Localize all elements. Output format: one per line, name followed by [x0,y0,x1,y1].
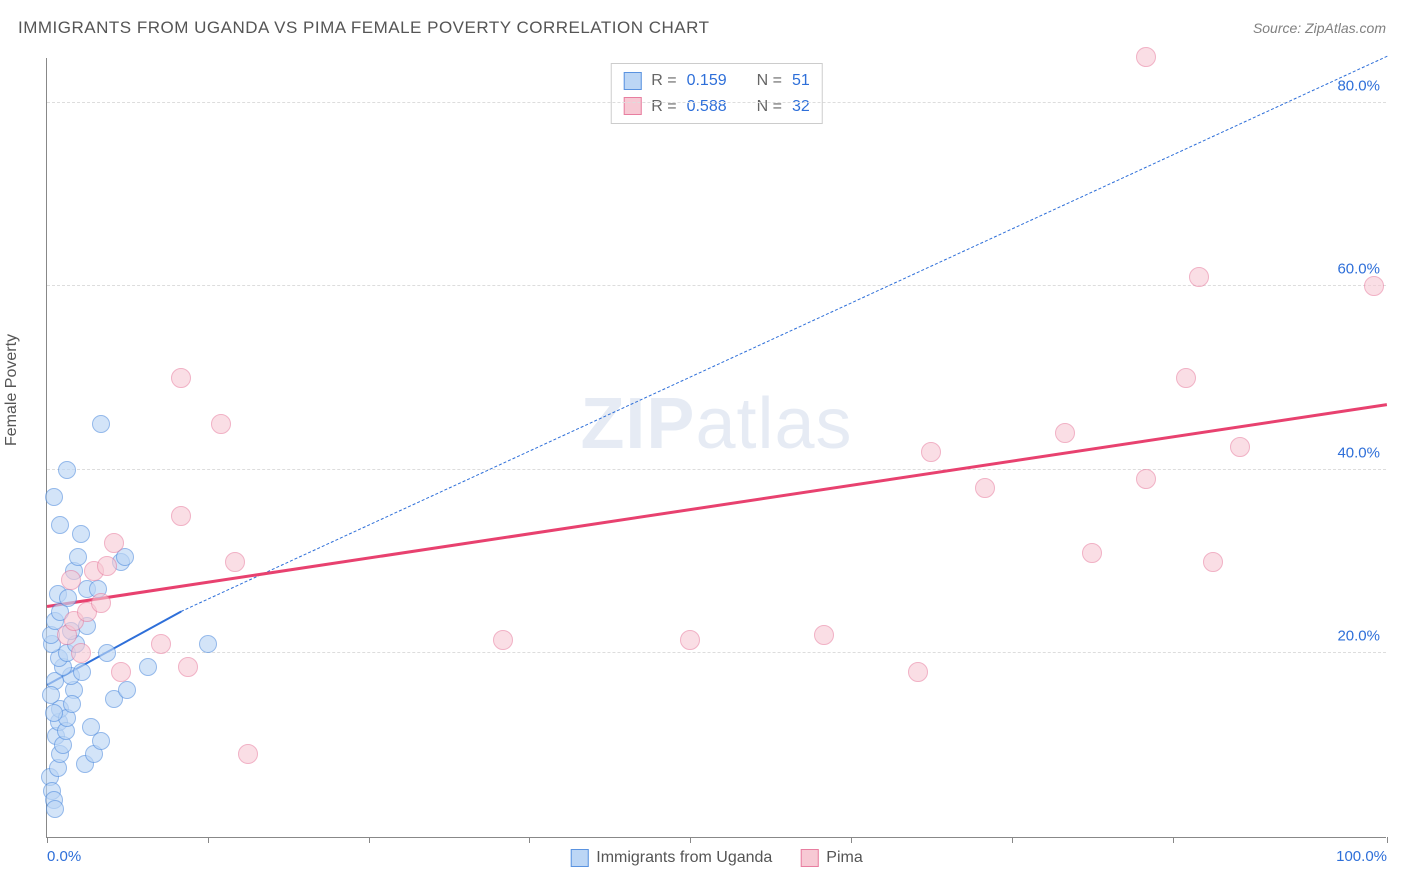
legend-stat-row: R = 0.159 N = 51 [623,68,810,94]
legend-swatch [570,849,588,867]
data-point [493,630,513,650]
data-point [151,634,171,654]
data-point [1136,47,1156,67]
gridline [47,285,1386,286]
data-point [46,800,64,818]
data-point [1364,276,1384,296]
data-point [61,570,81,590]
x-tick-mark [690,837,691,843]
correlation-stats-legend: R = 0.159 N = 51 R = 0.588 N = 32 [610,63,823,124]
x-tick-mark [1012,837,1013,843]
data-point [97,556,117,576]
data-point [45,704,63,722]
series-legend: Immigrants from Uganda Pima [570,849,863,867]
y-tick-label: 80.0% [1337,77,1388,94]
data-point [1203,552,1223,572]
n-value: 32 [792,94,810,120]
scatter-plot-area: ZIPatlas R =0.159N =51R =0.588N =32 Immi… [46,58,1386,838]
data-point [211,414,231,434]
n-label: N = [757,94,782,120]
data-point [58,461,76,479]
x-tick-label: 100.0% [1336,848,1387,865]
data-point [42,686,60,704]
regression-line [47,403,1387,608]
data-point [45,488,63,506]
data-point [98,644,116,662]
data-point [921,442,941,462]
y-tick-label: 60.0% [1337,261,1388,278]
legend-item: Pima [800,849,862,867]
data-point [975,478,995,498]
source-attribution: Source: ZipAtlas.com [1253,20,1386,36]
chart-title: IMMIGRANTS FROM UGANDA VS PIMA FEMALE PO… [18,18,709,38]
legend-stat-row: R = 0.588 N = 32 [623,94,810,120]
n-value: 51 [792,68,810,94]
data-point [82,718,100,736]
regression-line [181,56,1387,612]
legend-swatch [623,72,641,90]
legend-label: Immigrants from Uganda [596,849,772,867]
data-point [118,681,136,699]
legend-swatch [623,97,641,115]
data-point [91,593,111,613]
data-point [139,658,157,676]
y-tick-label: 20.0% [1337,628,1388,645]
data-point [238,744,258,764]
data-point [1136,469,1156,489]
data-point [71,643,91,663]
x-tick-mark [369,837,370,843]
legend-label: Pima [826,849,862,867]
data-point [225,552,245,572]
y-axis-label: Female Poverty [3,334,21,446]
data-point [1189,267,1209,287]
x-tick-mark [47,837,48,843]
n-label: N = [757,68,782,94]
data-point [72,525,90,543]
data-point [171,506,191,526]
x-tick-mark [208,837,209,843]
data-point [908,662,928,682]
x-tick-mark [1173,837,1174,843]
x-tick-label: 0.0% [47,848,81,865]
data-point [73,663,91,681]
data-point [814,625,834,645]
r-value: 0.159 [687,68,727,94]
data-point [63,695,81,713]
data-point [171,368,191,388]
data-point [1176,368,1196,388]
y-tick-label: 40.0% [1337,444,1388,461]
data-point [92,415,110,433]
gridline [47,102,1386,103]
legend-item: Immigrants from Uganda [570,849,772,867]
r-label: R = [651,94,676,120]
data-point [59,589,77,607]
data-point [1082,543,1102,563]
data-point [51,516,69,534]
data-point [69,548,87,566]
data-point [1230,437,1250,457]
x-tick-mark [1387,837,1388,843]
r-value: 0.588 [687,94,727,120]
gridline [47,652,1386,653]
data-point [104,533,124,553]
data-point [680,630,700,650]
data-point [1055,423,1075,443]
data-point [199,635,217,653]
data-point [178,657,198,677]
x-tick-mark [851,837,852,843]
r-label: R = [651,68,676,94]
legend-swatch [800,849,818,867]
gridline [47,469,1386,470]
data-point [111,662,131,682]
watermark: ZIPatlas [580,383,852,465]
x-tick-mark [529,837,530,843]
